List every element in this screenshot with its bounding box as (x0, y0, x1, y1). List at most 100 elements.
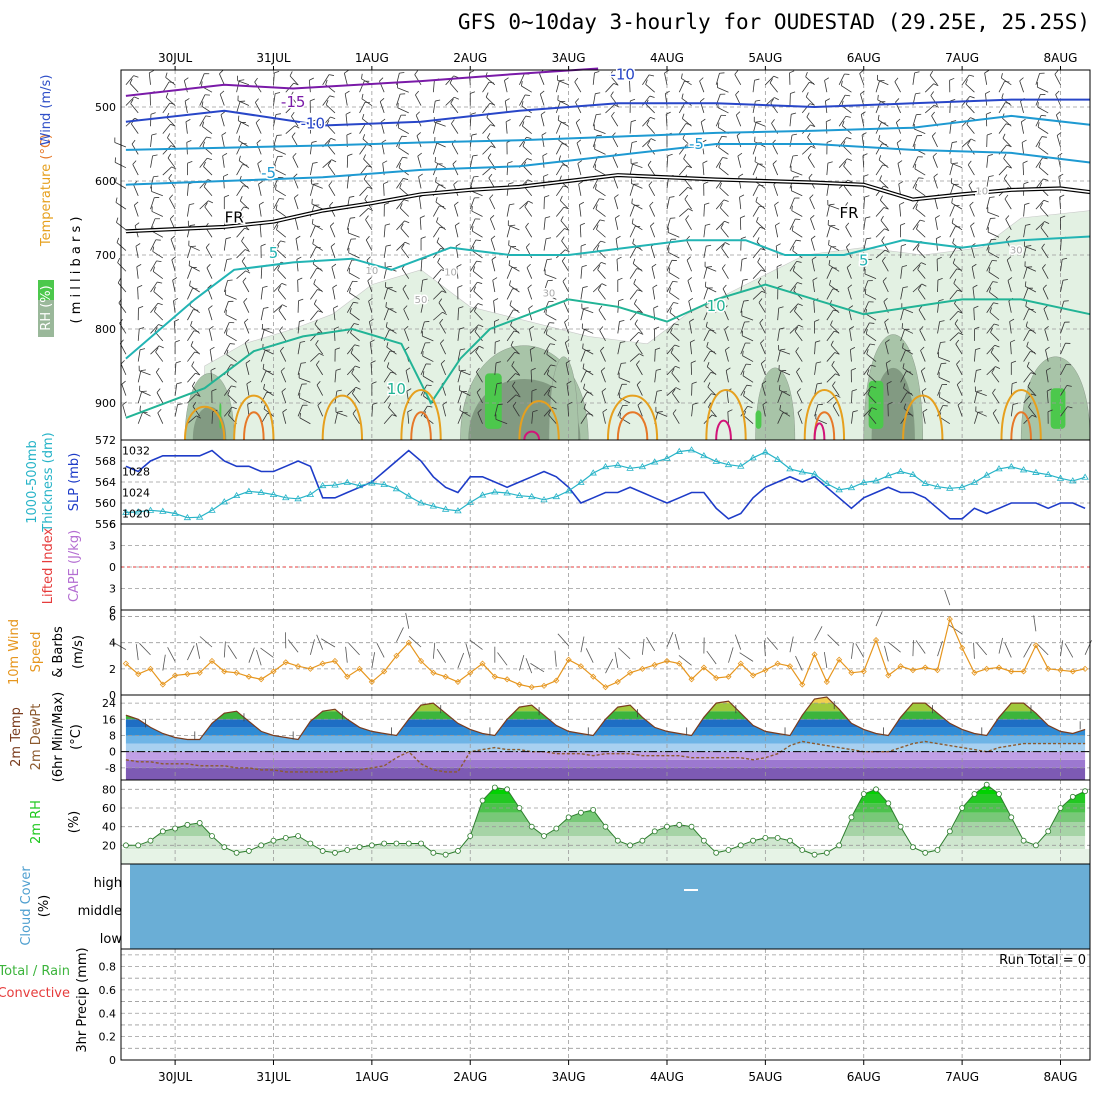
wind-barb (292, 156, 299, 168)
wind-barb (239, 200, 250, 210)
wind-barb-flag (673, 302, 679, 304)
thickness-point (294, 495, 302, 502)
wind-barb-flag (473, 306, 477, 312)
wind-barb (629, 268, 637, 279)
surface-wind-barb (436, 648, 446, 663)
rh-green-area (1050, 388, 1066, 429)
wind-barb (155, 351, 164, 362)
cloud-unit-label: (%) (37, 895, 52, 918)
surface-wind-barbs (111, 589, 1092, 674)
wind-barb (1010, 383, 1013, 396)
wind-barb-flag (510, 340, 514, 346)
thickness-point (773, 455, 782, 462)
thickness-axis-label-2-part: Thickness (dm) (41, 432, 56, 532)
wind-barb (949, 226, 956, 238)
wind-barb-flag (384, 202, 390, 205)
wind-barb-flag (1027, 382, 1031, 387)
wind-barb (986, 366, 996, 376)
wind-barb-flag (952, 258, 956, 264)
wind-barb (491, 259, 496, 272)
wind-barb (244, 322, 250, 334)
wind-barb-flag (473, 286, 476, 292)
wind-barb (814, 404, 819, 417)
wind-barb-flag (504, 77, 509, 81)
wind-barb-flag (810, 214, 815, 219)
wind10m-label-part: 10m Wind (7, 619, 22, 685)
wind-barb (556, 249, 566, 259)
wind-barb (1035, 199, 1045, 210)
wind-barb-flag (656, 389, 662, 392)
bottom-date-label: 8AUG (1044, 1070, 1078, 1084)
wind-barb-flag (350, 348, 354, 354)
thickness-point (552, 492, 561, 500)
wind-barb-flag (549, 343, 556, 345)
wind-barb-flag (742, 370, 745, 376)
wind-barb-flag (403, 305, 408, 310)
wind-barb-flag (706, 341, 709, 347)
wind-barb (779, 389, 791, 396)
wind-barb (1060, 406, 1068, 417)
wind-barb-flag (690, 339, 695, 343)
wind-barb-flag (651, 263, 657, 268)
wind-barb (592, 93, 596, 106)
wind-barb (117, 282, 127, 293)
wind-barb (617, 342, 621, 355)
wind-barb (132, 164, 139, 176)
rh2m-point (455, 848, 461, 854)
wind-speed-point (540, 682, 548, 689)
wind-barb (451, 143, 459, 155)
wind-barb (631, 183, 643, 189)
thickness-point (810, 470, 819, 477)
wind-barb (1059, 197, 1061, 210)
wind-barb (920, 350, 926, 362)
wind-barb (1025, 306, 1037, 314)
temp-tick: 24 (102, 697, 116, 710)
wind-barb (203, 166, 213, 176)
wind-barb-flag (489, 194, 494, 199)
wind-barb-flag (707, 382, 711, 388)
wind-barb-flag (225, 216, 231, 219)
wind-barb-flag (150, 112, 156, 115)
wind-barb (681, 78, 692, 86)
wind-barb (472, 230, 483, 238)
wind-barb (187, 267, 193, 279)
wind-barb (826, 288, 834, 300)
wind-barb-flag (656, 368, 662, 371)
wind-barb (474, 331, 483, 342)
wind-barb-flag (191, 361, 195, 367)
wind-barb (546, 333, 557, 342)
wind-barb (223, 301, 229, 313)
wind-barb (312, 243, 323, 251)
contour-label: 50 (415, 295, 428, 306)
rh2m-point (196, 820, 203, 826)
wind-barb-flag (475, 239, 481, 241)
wind-barb (457, 308, 459, 321)
wind-barb (312, 223, 323, 231)
wind-barb (368, 321, 373, 334)
wind-barb-flag (734, 70, 739, 75)
wind-barb-flag (914, 71, 920, 74)
wind-barb (618, 377, 631, 383)
wind-barb (846, 267, 852, 279)
wind-barb (938, 356, 950, 362)
wind-barb (758, 302, 766, 313)
wind-barb-flag (132, 160, 137, 165)
wind-barb (297, 363, 302, 375)
wind-barb-flag (379, 98, 385, 102)
wind-barb-flag (477, 408, 482, 413)
wind-barb (238, 140, 250, 148)
wind-speed-point (356, 665, 363, 672)
wind-barb (236, 227, 245, 238)
wind-barb (701, 142, 705, 155)
wind-barb (636, 364, 643, 376)
slp-axis-label-part: SLP (mb) (67, 453, 82, 512)
wind-barb-flag (1039, 202, 1044, 208)
wind-barb (236, 122, 242, 134)
wind-barb (1042, 267, 1049, 279)
wind-barb (597, 269, 606, 279)
wind-barb-flag (528, 305, 533, 309)
thickness-point (183, 513, 192, 521)
wind-speed-point (799, 681, 806, 688)
wind-barb (543, 385, 552, 396)
wind-barb-flag (884, 228, 890, 232)
